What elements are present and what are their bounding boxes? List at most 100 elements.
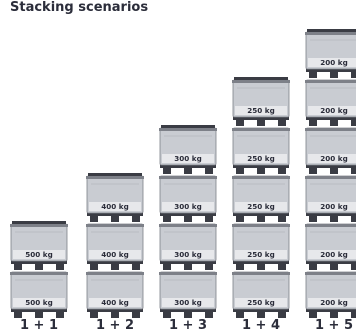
weight-label: 300 kg xyxy=(174,202,201,211)
box-rim xyxy=(305,272,356,275)
pallet-deck xyxy=(233,261,289,264)
label-band xyxy=(162,154,214,163)
pallet-foot xyxy=(205,264,213,270)
stack-4: 250 kg 250 kg 250 kg 250 kg 250 kg xyxy=(232,77,290,318)
label-band xyxy=(235,154,287,163)
pallet-foot xyxy=(278,264,286,270)
container-box: 200 kg xyxy=(305,127,356,174)
pallet-foot xyxy=(236,120,244,126)
pallet-deck xyxy=(306,213,356,216)
box-lid xyxy=(234,77,288,80)
label-band xyxy=(162,202,214,211)
stack-1: 500 kg 500 kg xyxy=(10,221,68,318)
pallet-foot xyxy=(330,216,338,222)
box-rim xyxy=(232,128,290,131)
container-box: 300 kg xyxy=(159,271,217,318)
container-box: 250 kg xyxy=(232,127,290,174)
label-band xyxy=(13,298,65,307)
pallet-foot xyxy=(236,312,244,318)
container-box: 500 kg xyxy=(10,221,68,270)
pallet-foot xyxy=(278,168,286,174)
scenario-label: 1 + 1 xyxy=(19,318,59,333)
box-rim xyxy=(159,224,217,227)
weight-label: 400 kg xyxy=(101,298,128,307)
weight-label: 250 kg xyxy=(247,202,274,211)
stack-5: 200 kg 200 kg 200 kg 200 kg 200 kg 200 kg xyxy=(305,29,356,318)
container-box: 250 kg xyxy=(232,271,290,318)
label-band xyxy=(89,202,141,211)
pallet-foot xyxy=(132,312,140,318)
weight-label: 400 kg xyxy=(101,202,128,211)
box-rim xyxy=(159,128,217,131)
weight-label: 500 kg xyxy=(25,250,52,259)
pallet-deck xyxy=(87,261,143,264)
pallet-foot xyxy=(257,168,265,174)
pallet-foot xyxy=(309,264,317,270)
pallet-foot xyxy=(257,264,265,270)
box-rim xyxy=(305,32,356,35)
pallet-deck xyxy=(233,165,289,168)
label-band xyxy=(162,298,214,307)
pallet-foot xyxy=(351,312,356,318)
label-band xyxy=(89,250,141,259)
label-band xyxy=(235,106,287,115)
pallet-deck xyxy=(160,213,216,216)
pallet-deck xyxy=(306,309,356,312)
pallet-foot xyxy=(111,216,119,222)
weight-label: 300 kg xyxy=(174,250,201,259)
label-band xyxy=(235,250,287,259)
pallet-deck xyxy=(160,165,216,168)
pallet-foot xyxy=(205,168,213,174)
pallet-foot xyxy=(351,120,356,126)
pallet-deck xyxy=(306,165,356,168)
pallet-foot xyxy=(14,264,22,270)
pallet-foot xyxy=(56,264,64,270)
pallet-foot xyxy=(330,312,338,318)
label-band xyxy=(162,250,214,259)
box-rim xyxy=(305,128,356,131)
pallet-deck xyxy=(11,309,67,312)
weight-label: 300 kg xyxy=(174,154,201,163)
container-box: 200 kg xyxy=(305,175,356,222)
pallet-foot xyxy=(184,312,192,318)
pallet-foot xyxy=(309,312,317,318)
pallet-foot xyxy=(309,168,317,174)
pallet-foot xyxy=(163,264,171,270)
pallet-foot xyxy=(35,312,43,318)
weight-label: 200 kg xyxy=(320,106,347,115)
pallet-foot xyxy=(184,216,192,222)
container-box: 200 kg xyxy=(305,79,356,126)
pallet-foot xyxy=(330,120,338,126)
pallet-foot xyxy=(132,264,140,270)
container-box: 400 kg xyxy=(86,223,144,270)
label-band xyxy=(308,106,356,115)
pallet-foot xyxy=(163,216,171,222)
scenario-label: 1 + 5 xyxy=(314,318,354,333)
container-box: 200 kg xyxy=(305,271,356,318)
label-band xyxy=(308,202,356,211)
container-box: 200 kg xyxy=(305,29,356,78)
box-rim xyxy=(159,272,217,275)
scenario-label: 1 + 2 xyxy=(95,318,135,333)
label-band xyxy=(13,250,65,259)
box-rim xyxy=(10,224,68,227)
pallet-deck xyxy=(306,117,356,120)
box-rim xyxy=(232,224,290,227)
scenario-label: 1 + 3 xyxy=(168,318,208,333)
pallet-foot xyxy=(309,120,317,126)
weight-label: 200 kg xyxy=(320,58,347,67)
box-lid xyxy=(307,29,356,32)
box-rim xyxy=(159,176,217,179)
pallet-foot xyxy=(236,216,244,222)
container-box: 300 kg xyxy=(159,125,217,174)
pallet-foot xyxy=(90,216,98,222)
pallet-foot xyxy=(330,72,338,78)
pallet-foot xyxy=(257,216,265,222)
container-box: 400 kg xyxy=(86,271,144,318)
label-band xyxy=(308,154,356,163)
pallet-foot xyxy=(351,72,356,78)
label-band xyxy=(308,298,356,307)
label-band xyxy=(235,298,287,307)
scenario-label: 1 + 4 xyxy=(241,318,281,333)
